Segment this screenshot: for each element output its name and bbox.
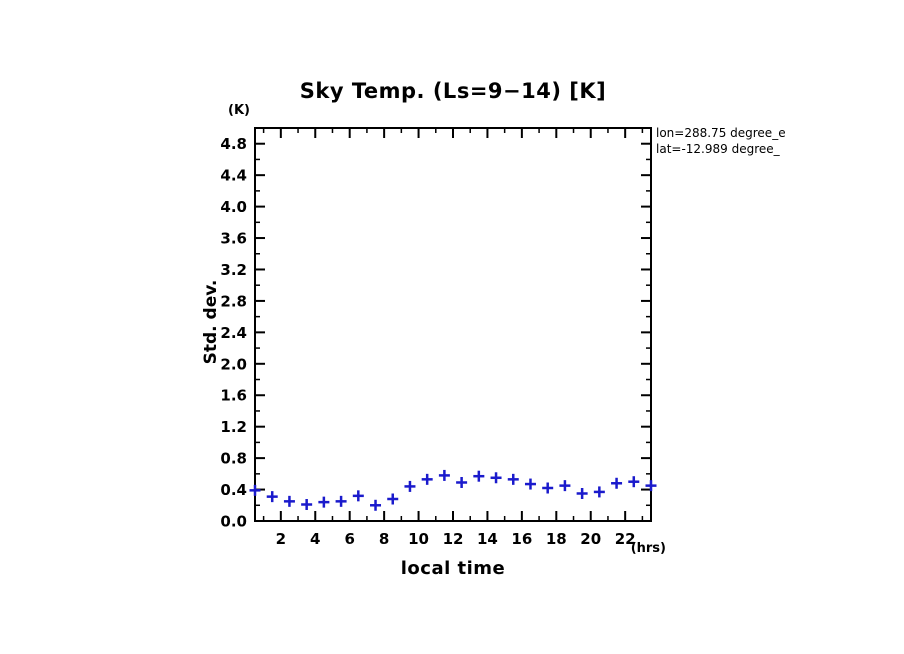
x-tick-label: 10 [408, 530, 429, 548]
data-point-marker [524, 478, 536, 490]
y-tick-label: 1.6 [220, 387, 247, 405]
y-tick-label: 0.0 [220, 513, 247, 531]
data-point-marker [249, 484, 261, 496]
x-axis-unit-label: (hrs) [630, 541, 666, 556]
data-point-marker [301, 498, 313, 510]
y-tick-label: 2.0 [220, 355, 247, 373]
y-tick-label: 0.8 [220, 450, 247, 468]
data-point-marker [628, 476, 640, 488]
x-tick-label: 2 [276, 530, 286, 548]
y-tick-label: 4.4 [220, 167, 247, 185]
x-tick-label: 6 [344, 530, 354, 548]
data-point-marker [559, 480, 571, 492]
data-point-marker [421, 473, 433, 485]
data-point-marker [404, 480, 416, 492]
y-tick-label: 2.4 [220, 324, 247, 342]
x-axis-ticks [262, 128, 644, 521]
y-tick-label: 3.2 [220, 261, 247, 279]
y-tick-label: 4.8 [220, 135, 247, 153]
y-tick-label: 1.2 [220, 418, 247, 436]
y-tick-label: 0.4 [220, 481, 247, 499]
data-point-marker [370, 499, 382, 511]
data-point-marker [593, 486, 605, 498]
x-tick-label: 4 [310, 530, 320, 548]
x-axis-tick-labels: 2 4 6 8 10 12 14 16 18 20 22 [276, 530, 636, 548]
chart-title: Sky Temp. (Ls=9−14) [K] [299, 79, 607, 103]
data-point-marker [611, 477, 623, 489]
x-tick-label: 12 [443, 530, 464, 548]
data-point-markers [249, 469, 657, 511]
data-point-marker [352, 490, 364, 502]
x-axis-title: local time [400, 558, 506, 579]
x-tick-label: 16 [511, 530, 532, 548]
data-point-marker [387, 493, 399, 505]
y-axis-unit-label: (K) [228, 103, 250, 118]
coordinate-annotation: lon=288.75 degree_e lat=-12.989 degree_ [656, 125, 786, 157]
data-point-marker [645, 480, 657, 492]
data-point-marker [576, 487, 588, 499]
data-point-marker [542, 482, 554, 494]
data-point-marker [490, 472, 502, 484]
data-point-marker [335, 495, 347, 507]
data-point-marker [318, 496, 330, 508]
x-tick-label: 22 [615, 530, 636, 548]
data-point-marker [266, 491, 278, 503]
annotation-longitude: lon=288.75 degree_e [656, 126, 786, 140]
data-point-marker [283, 495, 295, 507]
data-point-marker [507, 473, 519, 485]
data-point-marker [473, 470, 485, 482]
y-axis-tick-labels: 0.0 0.4 0.8 1.2 1.6 2.0 2.4 2.8 3.2 3.6 4.0 4.4 4.8 [220, 135, 247, 530]
y-tick-label: 2.8 [220, 292, 247, 310]
y-tick-label: 3.6 [220, 230, 247, 248]
axes-frame [254, 127, 652, 522]
x-tick-label: 14 [477, 530, 498, 548]
x-tick-label: 8 [379, 530, 389, 548]
annotation-latitude: lat=-12.989 degree_ [656, 142, 780, 156]
y-axis-ticks [255, 127, 651, 522]
data-point-marker [456, 476, 468, 488]
y-tick-label: 4.0 [220, 198, 247, 216]
x-tick-label: 18 [546, 530, 567, 548]
x-tick-label: 20 [580, 530, 601, 548]
data-point-marker [438, 469, 450, 481]
